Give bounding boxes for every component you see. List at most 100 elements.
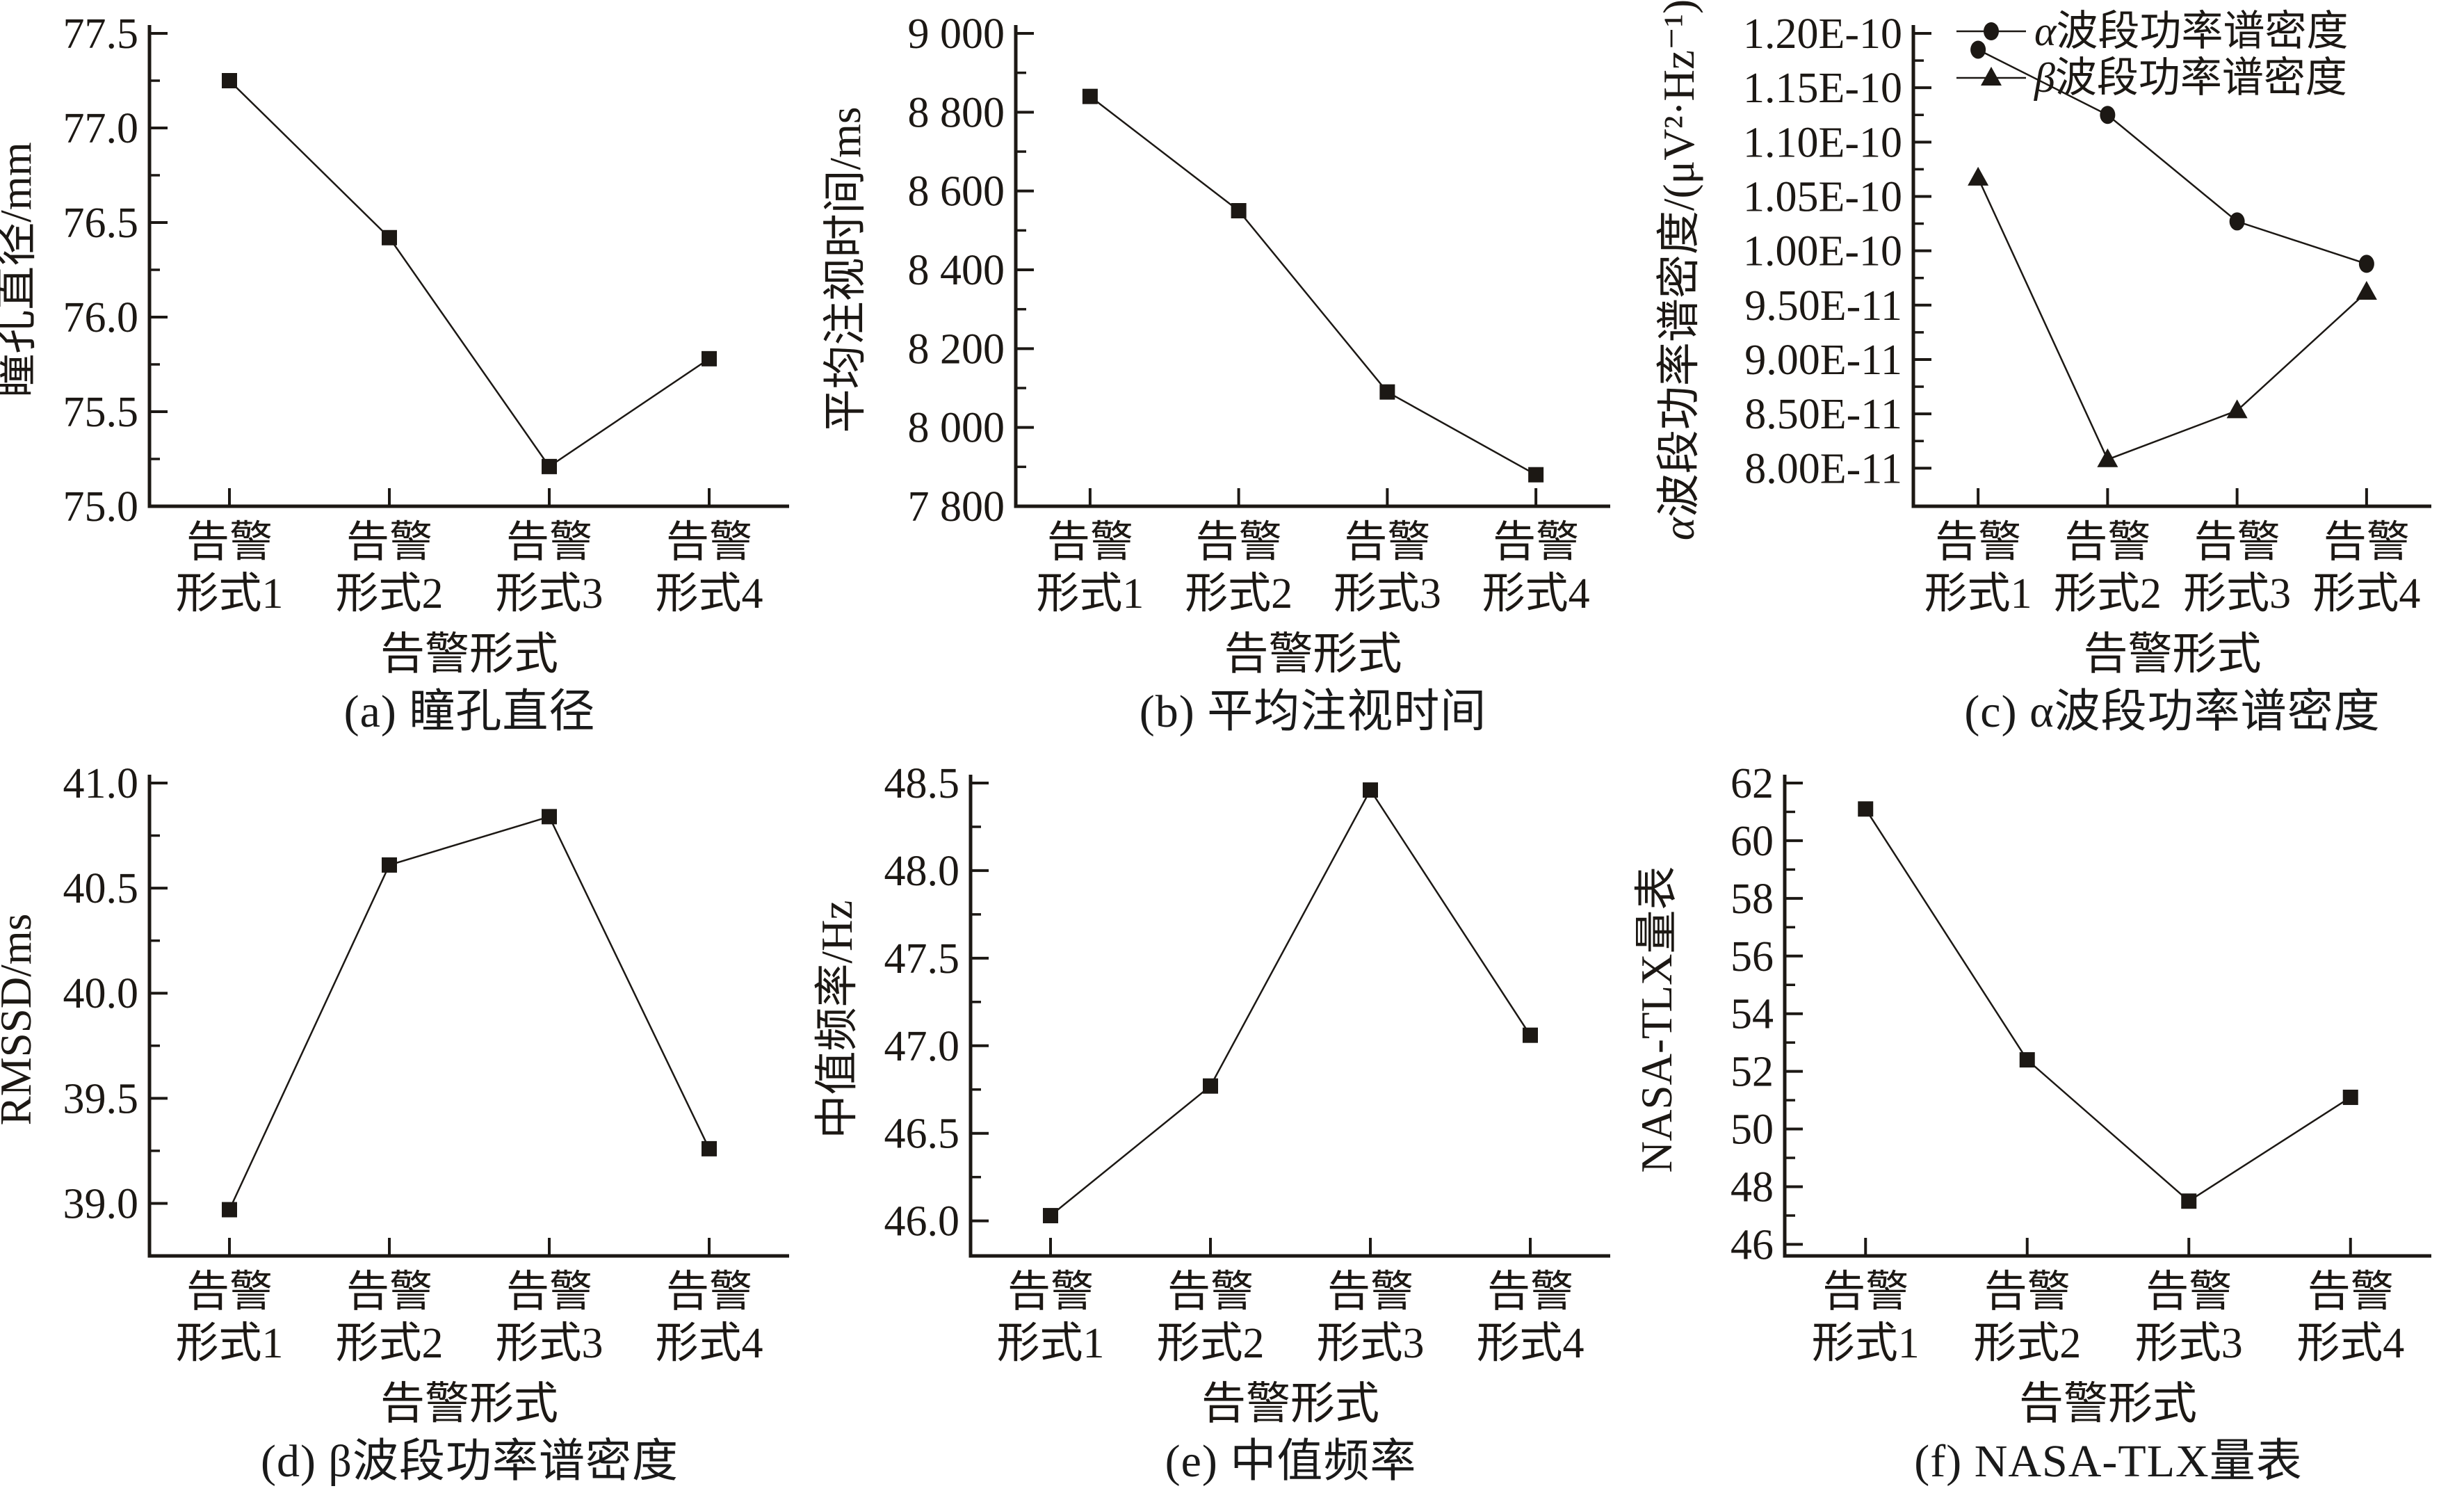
svg-text:告警: 告警 xyxy=(1047,519,1133,566)
chart-cell-nasa-tlx: 46 48 50 52 54 56 58 60 62 告警 形式1 告警 形式2 告警 形式3 告警 形式4 告警… xyxy=(1632,750,2463,1499)
svg-text:62: 62 xyxy=(1731,760,1774,807)
svg-text:形式4: 形式4 xyxy=(1482,570,1590,618)
svg-text:1.00E-10: 1.00E-10 xyxy=(1743,228,1902,275)
svg-text:告警: 告警 xyxy=(1493,519,1579,566)
svg-text:54: 54 xyxy=(1731,991,1774,1038)
chart-caption-f: (f) NASA-TLX量表 xyxy=(1914,1436,2303,1487)
svg-text:46.5: 46.5 xyxy=(884,1111,960,1158)
svg-text:48.5: 48.5 xyxy=(884,760,960,807)
axes: 75.075.576.076.577.077.5告警形式1告警形式2告警形式3告… xyxy=(0,10,789,679)
svg-text:告警: 告警 xyxy=(2064,519,2150,566)
svg-text:形式1: 形式1 xyxy=(175,570,283,618)
svg-text:平均注视时间/ms: 平均注视时间/ms xyxy=(821,106,870,433)
alpha-psd-plot: 8.00E-11 8.50E-11 9.00E-11 9.50E-11 1.00E-10… xyxy=(1655,0,2431,679)
svg-text:告警: 告警 xyxy=(186,519,273,566)
series-瞳孔直径 xyxy=(222,73,717,474)
svg-text:形式3: 形式3 xyxy=(495,570,603,618)
median-frequency-plot: 46.046.547.047.548.048.5告警形式1告警形式2告警形式3告… xyxy=(813,760,1610,1428)
axes: 7 800 8 000 8 200 8 400 8 600 8 800 9 000 告警形式1… xyxy=(821,10,1610,679)
svg-text:50: 50 xyxy=(1731,1106,1774,1154)
svg-text:52: 52 xyxy=(1731,1049,1774,1096)
chart-cell-median-frequency: 46.0 46.5 47.0 47.5 48.0 48.5 告警 形式1 告警 形式2 告警 形式3 告… xyxy=(813,750,1642,1499)
svg-text:1.20E-10: 1.20E-10 xyxy=(1743,10,1902,58)
svg-text:α波段功率谱密度/(μV²·Hz⁻¹): α波段功率谱密度/(μV²·Hz⁻¹) xyxy=(1655,0,1703,540)
svg-text:告警形式: 告警形式 xyxy=(1201,1379,1379,1428)
svg-text:39.5: 39.5 xyxy=(63,1075,139,1122)
svg-text:告警: 告警 xyxy=(2146,1268,2232,1316)
axes: 46.046.547.047.548.048.5告警形式1告警形式2告警形式3告… xyxy=(813,760,1610,1428)
chart-cell-alpha-psd: 8.00E-11 8.50E-11 9.00E-11 9.50E-11 1.00E-10… xyxy=(1642,0,2463,750)
svg-text:中值频率/Hz: 中值频率/Hz xyxy=(813,901,861,1139)
svg-text:β波段功率谱密度: β波段功率谱密度 xyxy=(2034,55,2347,101)
svg-text:告警: 告警 xyxy=(1822,1268,1908,1316)
series-RMSSD xyxy=(222,809,717,1218)
svg-text:48: 48 xyxy=(1731,1163,1774,1211)
svg-text:形式3: 形式3 xyxy=(2183,570,2291,618)
svg-text:形式2: 形式2 xyxy=(1973,1320,2081,1367)
chart-caption-c: (c) α波段功率谱密度 xyxy=(1964,686,2381,737)
chart-caption-d: (d) β波段功率谱密度 xyxy=(260,1436,679,1487)
svg-text:77.0: 77.0 xyxy=(63,105,139,152)
chart-caption-b: (b) 平均注视时间 xyxy=(1139,686,1487,737)
svg-text:40.0: 40.0 xyxy=(63,970,139,1017)
chart-caption-a: (a) 瞳孔直径 xyxy=(343,686,596,737)
chart-cell-fixation-time: 7 800 8 000 8 200 8 400 8 600 8 800 9 000 告警 形式1… xyxy=(821,0,1642,750)
svg-text:8 600: 8 600 xyxy=(908,168,1005,216)
svg-text:46: 46 xyxy=(1731,1221,1774,1268)
svg-text:75.5: 75.5 xyxy=(63,389,139,436)
svg-text:形式3: 形式3 xyxy=(495,1320,603,1367)
chart-cell-rmssd: 39.0 39.5 40.0 40.5 41.0 告警 形式1 告警 形式2 告警 形式3 告警 形式4… xyxy=(0,750,821,1499)
svg-text:1.05E-10: 1.05E-10 xyxy=(1743,173,1902,220)
svg-text:瞳孔直径/mm: 瞳孔直径/mm xyxy=(0,142,40,398)
chart-caption-e: (e) 中值频率 xyxy=(1165,1436,1417,1487)
svg-text:8.00E-11: 8.00E-11 xyxy=(1744,445,1902,492)
svg-text:形式4: 形式4 xyxy=(1476,1320,1584,1367)
svg-text:告警: 告警 xyxy=(1007,1268,1094,1316)
series-平均注视时间 xyxy=(1082,88,1544,483)
svg-text:40.5: 40.5 xyxy=(63,865,139,912)
svg-text:56: 56 xyxy=(1731,933,1774,981)
svg-text:告警: 告警 xyxy=(1196,519,1282,566)
fixation-time-plot: 7 800 8 000 8 200 8 400 8 600 8 800 9 000 告警形式1… xyxy=(821,10,1610,679)
svg-text:77.5: 77.5 xyxy=(63,10,139,58)
svg-text:60: 60 xyxy=(1731,818,1774,865)
svg-text:41.0: 41.0 xyxy=(63,760,139,807)
svg-text:75.0: 75.0 xyxy=(63,483,139,531)
svg-text:告警: 告警 xyxy=(666,1268,752,1316)
series-β波段功率谱密度 xyxy=(1968,166,2377,467)
series-中值频率 xyxy=(1043,782,1538,1224)
svg-text:46.0: 46.0 xyxy=(884,1198,960,1245)
svg-text:告警: 告警 xyxy=(1935,519,2021,566)
svg-text:形式2: 形式2 xyxy=(1185,570,1292,618)
series-NASA-TLX xyxy=(1858,801,2358,1209)
svg-text:形式3: 形式3 xyxy=(1316,1320,1424,1367)
rmssd-plot: 39.039.540.040.541.0告警形式1告警形式2告警形式3告警形式4… xyxy=(0,760,789,1428)
svg-text:58: 58 xyxy=(1731,876,1774,923)
svg-text:告警: 告警 xyxy=(506,519,592,566)
svg-text:9 000: 9 000 xyxy=(908,10,1005,58)
svg-text:告警形式: 告警形式 xyxy=(2019,1379,2197,1428)
svg-text:8 400: 8 400 xyxy=(908,247,1005,294)
pupil-diameter-plot: 75.075.576.076.577.077.5告警形式1告警形式2告警形式3告… xyxy=(0,10,789,679)
svg-text:告警: 告警 xyxy=(2194,519,2280,566)
svg-text:告警: 告警 xyxy=(346,1268,432,1316)
svg-text:8 000: 8 000 xyxy=(908,405,1005,452)
series-α波段功率谱密度 xyxy=(1970,40,2374,273)
svg-text:RMSSD/ms: RMSSD/ms xyxy=(0,914,40,1126)
svg-text:告警: 告警 xyxy=(2308,1268,2394,1316)
nasa-tlx-plot: 464850525456586062告警形式1告警形式2告警形式3告警形式4告警… xyxy=(1632,760,2431,1428)
axes: 8.00E-11 8.50E-11 9.00E-11 9.50E-11 1.00E-10… xyxy=(1655,0,2431,679)
svg-text:形式1: 形式1 xyxy=(1924,570,2032,618)
svg-text:7 800: 7 800 xyxy=(908,483,1005,531)
svg-text:告警: 告警 xyxy=(1487,1268,1573,1316)
svg-text:形式2: 形式2 xyxy=(1156,1320,1264,1367)
svg-text:形式2: 形式2 xyxy=(2054,570,2162,618)
axes: 464850525456586062告警形式1告警形式2告警形式3告警形式4告警… xyxy=(1632,760,2431,1428)
svg-text:47.0: 47.0 xyxy=(884,1023,960,1070)
svg-text:形式3: 形式3 xyxy=(2135,1320,2243,1367)
svg-text:告警: 告警 xyxy=(2324,519,2410,566)
svg-text:告警形式: 告警形式 xyxy=(1224,629,1402,679)
svg-text:48.0: 48.0 xyxy=(884,848,960,895)
